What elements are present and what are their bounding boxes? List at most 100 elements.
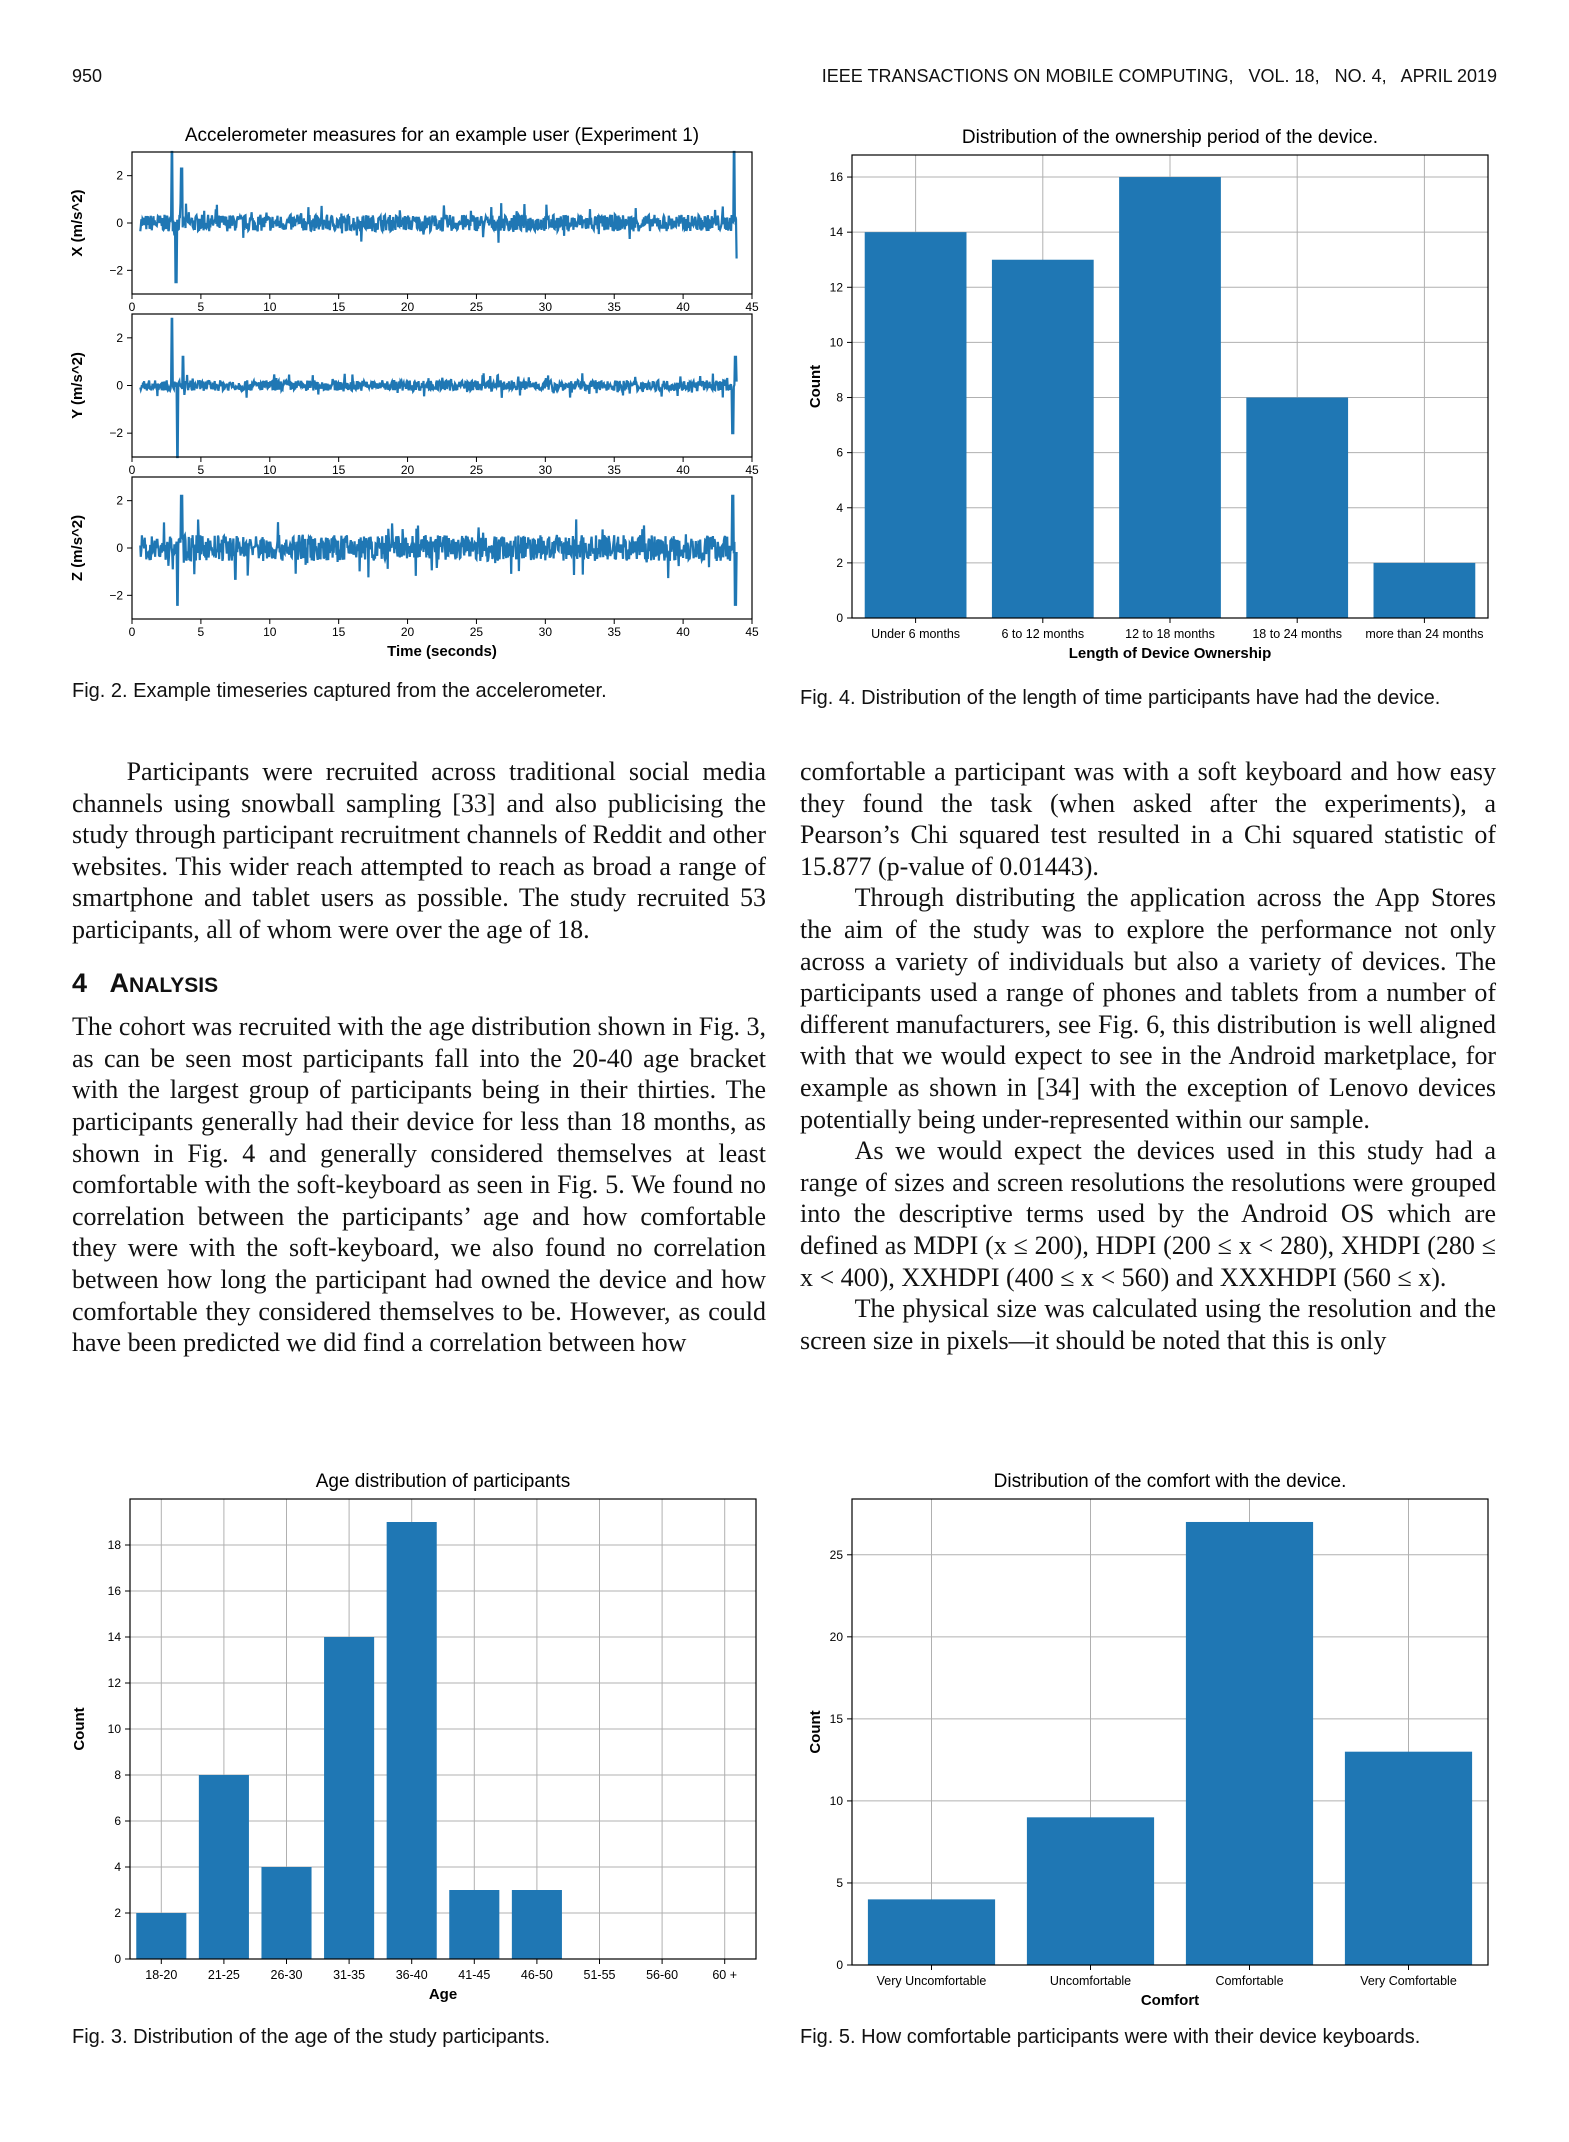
y-tick-label: 0 [836, 1958, 843, 1972]
paragraph: comfortable a participant was with a sof… [800, 757, 1496, 881]
y-tick-label: 25 [830, 1548, 844, 1562]
bar [1185, 1521, 1314, 1965]
plot-frame [129, 1498, 757, 1960]
x-tick-label: 0 [129, 463, 136, 477]
x-tick-label: 40 [676, 300, 690, 314]
bar [386, 1522, 437, 1959]
y-axis-label: Count [807, 1710, 824, 1753]
x-tick-label: 20 [401, 463, 415, 477]
paragraph: As we would expect the devices used in t… [800, 1136, 1496, 1292]
x-tick-label: 30 [539, 463, 553, 477]
figure-3-chart: Age distribution of participants 0 2 4 6 8 10 1… [71, 1471, 757, 2003]
y-tick-label: 16 [108, 1584, 122, 1598]
paragraph: Participants were recruited across tradi… [72, 757, 766, 944]
bar [1344, 1751, 1473, 1965]
bar [1246, 397, 1349, 618]
y-tick-label: 12 [830, 280, 844, 294]
x-tick-label: 0 [129, 300, 136, 314]
y-tick-label: −2 [109, 263, 123, 277]
x-tick-label: 5 [198, 463, 205, 477]
y-tick-label: 2 [116, 494, 123, 508]
plot-frame [851, 154, 1489, 619]
y-tick-label: 8 [836, 391, 843, 405]
chart-title: Distribution of the ownership period of … [962, 127, 1378, 148]
x-axis-label: Comfort [1141, 1992, 1199, 2009]
bar [324, 1637, 375, 1959]
y-axis-label: Y (m/s^2) [69, 352, 86, 419]
x-tick-label: 25 [470, 300, 484, 314]
x-tick-label: 36-40 [396, 1968, 428, 1982]
x-tick-label: 40 [676, 625, 690, 639]
x-tick-label: 46-50 [521, 1968, 553, 1982]
x-tick-label: 15 [332, 300, 346, 314]
x-tick-label: 6 to 12 months [1001, 627, 1084, 641]
accelerometer-series-line [139, 494, 738, 606]
y-tick-label: 12 [108, 1676, 122, 1690]
accelerometer-series-line [139, 150, 738, 284]
y-tick-label: 4 [114, 1860, 121, 1874]
accelerometer-series-line [139, 317, 738, 459]
x-tick-label: 10 [263, 625, 277, 639]
y-tick-label: 20 [830, 1630, 844, 1644]
x-tick-label: 56-60 [646, 1968, 678, 1982]
x-tick-label: more than 24 months [1365, 627, 1483, 641]
left-column: Participants were recruited across tradi… [72, 756, 766, 1359]
x-tick-label: Comfortable [1215, 1974, 1283, 1988]
y-tick-label: 2 [116, 331, 123, 345]
y-tick-label: 0 [836, 611, 843, 625]
x-tick-label: 51-55 [584, 1968, 616, 1982]
x-tick-label: 18-20 [145, 1968, 177, 1982]
section-title-rest: NALYSIS [129, 973, 219, 997]
y-tick-label: 2 [836, 556, 843, 570]
y-axis-label: Z (m/s^2) [69, 515, 86, 581]
y-tick-label: 0 [116, 216, 123, 230]
x-tick-label: 41-45 [458, 1968, 490, 1982]
y-tick-label: −2 [109, 588, 123, 602]
x-tick-label: 12 to 18 months [1125, 627, 1215, 641]
x-tick-label: 0 [129, 625, 136, 639]
y-tick-label: 6 [836, 446, 843, 460]
x-tick-label: 10 [263, 463, 277, 477]
x-tick-label: 18 to 24 months [1252, 627, 1342, 641]
plot-frame [851, 1498, 1489, 1966]
bar [991, 259, 1094, 618]
x-tick-label: 15 [332, 463, 346, 477]
chart-title: Accelerometer measures for an example us… [185, 125, 699, 146]
bar [198, 1775, 249, 1959]
x-tick-label: Under 6 months [871, 627, 960, 641]
x-tick-label: 45 [745, 300, 759, 314]
x-tick-label: Very Comfortable [1360, 1974, 1457, 1988]
figure-5-caption: Fig. 5. How comfortable participants wer… [800, 2026, 1421, 2048]
x-axis-label: Time (seconds) [387, 643, 497, 660]
paragraph: The cohort was recruited with the age di… [72, 1012, 766, 1358]
x-tick-label: 30 [539, 300, 553, 314]
y-tick-label: 10 [108, 1722, 122, 1736]
x-tick-label: 45 [745, 463, 759, 477]
y-tick-label: 5 [836, 1876, 843, 1890]
x-tick-label: 45 [745, 625, 759, 639]
x-tick-label: 5 [198, 300, 205, 314]
x-tick-label: 30 [539, 625, 553, 639]
y-tick-label: 6 [114, 1814, 121, 1828]
section-title-initial: A [109, 967, 130, 998]
running-header: IEEE TRANSACTIONS ON MOBILE COMPUTING, V… [821, 66, 1497, 86]
x-tick-label: 15 [332, 625, 346, 639]
bar [511, 1890, 562, 1959]
x-tick-label: 25 [470, 463, 484, 477]
x-tick-label: 60 + [712, 1968, 737, 1982]
y-tick-label: 0 [116, 379, 123, 393]
x-axis-label: Age [429, 1986, 457, 2003]
figure-4-chart: Distribution of the ownership period of … [807, 127, 1489, 662]
x-tick-label: 20 [401, 625, 415, 639]
y-tick-label: −2 [109, 426, 123, 440]
y-tick-label: 0 [114, 1952, 121, 1966]
bar [1373, 562, 1476, 618]
y-tick-label: 2 [116, 169, 123, 183]
x-tick-label: Very Uncomfortable [877, 1974, 987, 1988]
figure-3-caption: Fig. 3. Distribution of the age of the s… [72, 2026, 551, 2048]
figure-4-caption: Fig. 4. Distribution of the length of ti… [800, 687, 1441, 709]
x-tick-label: 40 [676, 463, 690, 477]
section-heading: 4 ANALYSIS [72, 968, 766, 1002]
x-tick-label: Uncomfortable [1050, 1974, 1131, 1988]
bar [1119, 177, 1221, 619]
